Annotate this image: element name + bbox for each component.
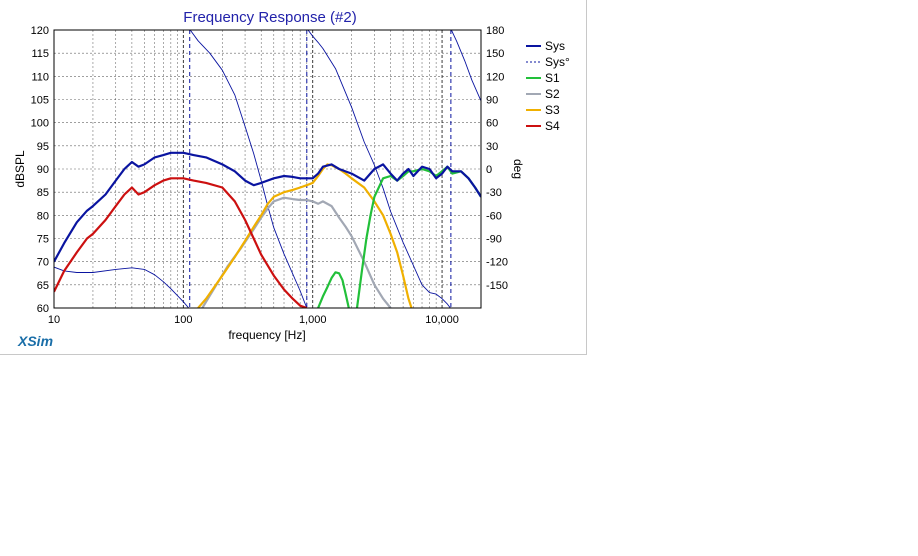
- series-line-sys-phase: [189, 30, 308, 308]
- y-tick-label: 60: [37, 303, 49, 315]
- x-tick-label: 10,000: [425, 314, 459, 326]
- y-tick-label: 85: [37, 187, 49, 199]
- legend-label: S4: [545, 119, 560, 133]
- y2-tick-label: -30: [486, 187, 502, 199]
- y2-tick-label: -120: [486, 257, 508, 269]
- y-axis-label: dBSPL: [13, 150, 27, 188]
- y-tick-label: 95: [37, 141, 49, 153]
- legend-label: S2: [545, 87, 560, 101]
- x-tick-label: 10: [48, 314, 60, 326]
- x-tick-label: 100: [174, 314, 192, 326]
- y-tick-label: 115: [31, 48, 49, 60]
- series-line-sys-phase: [54, 266, 190, 308]
- y2-tick-label: 150: [486, 48, 504, 60]
- chart-panel: Frequency Response (#2) 60 65 70 75 80 85 90 95…: [0, 0, 587, 355]
- y2-tick-label: 30: [486, 141, 498, 153]
- y2-tick-label: -60: [486, 210, 502, 222]
- y-tick-label: 80: [37, 210, 49, 222]
- y2-tick-label: 90: [486, 95, 498, 107]
- series-line-s1: [317, 271, 350, 308]
- y-tick-label: 75: [37, 234, 49, 246]
- series-line-sys: [54, 151, 481, 263]
- tick-labels: 6065707580859095100105110115120-150-120-…: [31, 25, 508, 326]
- y2-tick-label: -150: [486, 280, 508, 292]
- plot-frame: [53, 29, 482, 309]
- legend-label: Sys: [545, 39, 565, 53]
- y-tick-label: 105: [31, 95, 49, 107]
- y-tick-label: 90: [37, 164, 49, 176]
- x-axis-label: frequency [Hz]: [228, 328, 305, 342]
- series-line-s4: [54, 177, 308, 308]
- y-tick-label: 70: [37, 257, 49, 269]
- chart-title: Frequency Response (#2): [183, 9, 356, 26]
- series-layer: [54, 30, 481, 308]
- y2-tick-label: -90: [486, 234, 502, 246]
- legend-label: Sys°: [545, 55, 570, 69]
- y2-tick-label: 0: [486, 164, 492, 176]
- y2-tick-label: 60: [486, 118, 498, 130]
- y-tick-label: 100: [31, 118, 49, 130]
- y-tick-label: 110: [31, 71, 49, 83]
- xsim-brand-logo: XSim: [17, 333, 53, 349]
- y2-axis-label: deg: [511, 159, 525, 179]
- legend-label: S3: [545, 103, 560, 117]
- legend-label: S1: [545, 71, 560, 85]
- y2-tick-label: 180: [486, 25, 504, 37]
- series-line-sys-phase: [307, 30, 451, 308]
- y-tick-label: 65: [37, 280, 49, 292]
- series-line-sys-phase: [450, 30, 481, 102]
- y-tick-label: 120: [31, 25, 49, 37]
- frequency-response-chart: Frequency Response (#2) 60 65 70 75 80 85 90 95…: [13, 9, 570, 349]
- legend: Sys Sys° S1 S2 S3 S4: [526, 39, 570, 133]
- x-tick-label: 1,000: [299, 314, 327, 326]
- series-line-s2: [201, 196, 392, 308]
- grid: [54, 30, 481, 308]
- y2-tick-label: 120: [486, 71, 504, 83]
